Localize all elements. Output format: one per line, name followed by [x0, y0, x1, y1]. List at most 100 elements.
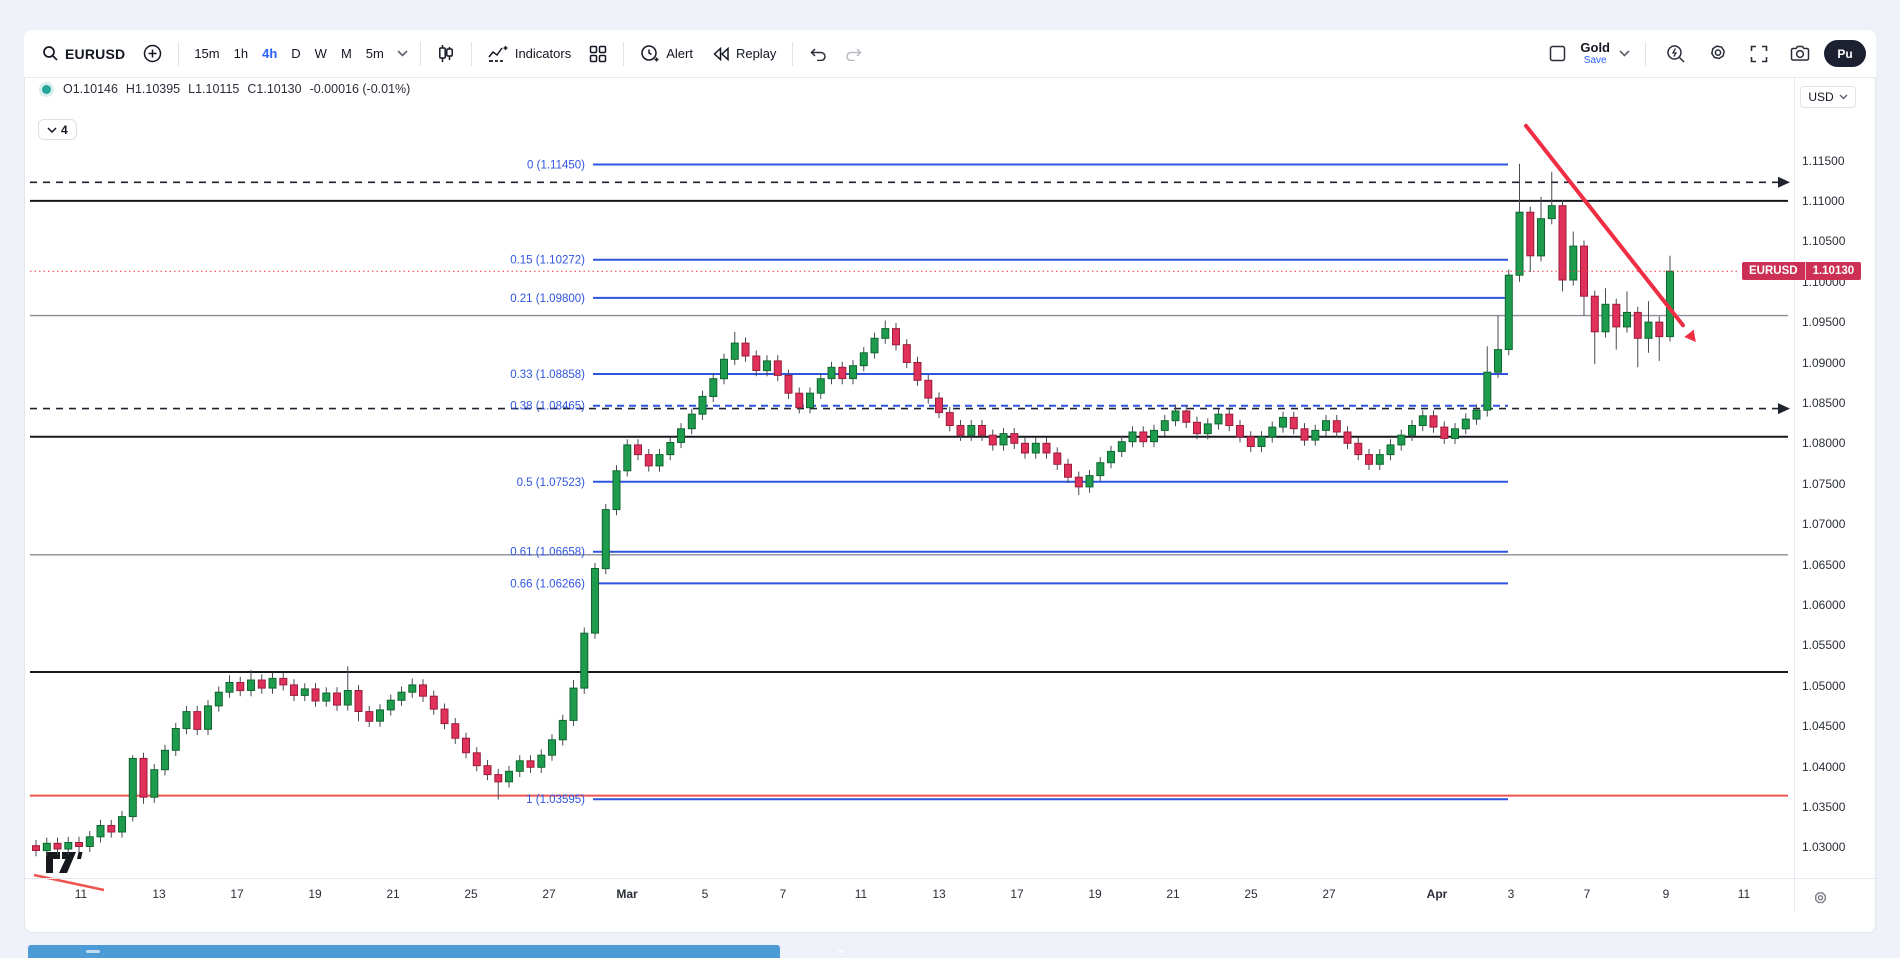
price-label-value: 1.10130: [1804, 262, 1862, 281]
layout-name-label: Gold: [1580, 40, 1610, 55]
time-axis-label: Apr: [1426, 887, 1448, 901]
time-axis-label: 11: [854, 887, 868, 901]
fullscreen-brackets-icon: [1750, 45, 1768, 63]
layout-save-label[interactable]: Save: [1583, 55, 1607, 66]
legend-low: L1.10115: [188, 82, 240, 96]
price-axis-separator: [1794, 78, 1795, 912]
object-tree-badge[interactable]: 4: [38, 119, 77, 140]
snapshot-camera-button[interactable]: [1782, 40, 1818, 67]
time-axis-label: 19: [308, 887, 322, 901]
multichart-select-button[interactable]: [1541, 40, 1574, 67]
redo-button[interactable]: [837, 42, 871, 66]
quick-search-button[interactable]: [1658, 39, 1694, 69]
time-axis-label: 9: [1662, 887, 1670, 901]
time-axis-label: 13: [152, 887, 166, 901]
price-axis-label: 1.03500: [1802, 799, 1846, 814]
undo-button[interactable]: [801, 42, 835, 66]
symbol-search-button[interactable]: EURUSD: [34, 40, 133, 67]
price-axis-label: 1.07000: [1802, 517, 1846, 532]
time-axis-label: 27: [542, 887, 556, 901]
ohlc-legend[interactable]: O1.10146 H1.10395 L1.10115 C1.10130 -0.0…: [42, 82, 410, 96]
legend-change: -0.00016 (-0.01%): [309, 82, 411, 96]
toolbar-separator: [178, 41, 180, 66]
chart-widget-card: [24, 30, 1876, 933]
price-axis-label: 1.04500: [1802, 719, 1846, 734]
time-axis-label: 25: [1244, 887, 1258, 901]
time-axis-label: 7: [1583, 887, 1591, 901]
time-axis-label: 19: [1088, 887, 1102, 901]
time-axis-separator: [25, 878, 1875, 879]
chevron-down-icon: [47, 126, 57, 133]
timeframe-D[interactable]: D: [291, 46, 301, 61]
camera-icon: [1790, 45, 1810, 62]
gear-icon: [1708, 44, 1728, 64]
toolbar-left-group: EURUSD 15m 1h 4h D W M 5m Indicators: [34, 39, 871, 69]
layout-name-button[interactable]: Gold Save: [1580, 41, 1610, 66]
timeframe-M[interactable]: M: [340, 46, 352, 61]
symbol-name: EURUSD: [65, 45, 126, 62]
replay-button[interactable]: Replay: [703, 41, 784, 66]
indicator-templates-button[interactable]: [581, 40, 615, 68]
price-axis-label: 1.11000: [1802, 193, 1845, 208]
chevron-down-icon: [397, 50, 408, 57]
time-axis-label: 13: [932, 887, 946, 901]
price-label-symbol: EURUSD: [1749, 265, 1798, 278]
replay-rewind-icon: [711, 46, 730, 61]
chart-settings-button[interactable]: [1700, 39, 1736, 69]
layout-menu-button[interactable]: [1616, 45, 1633, 62]
chart-style-button[interactable]: [429, 39, 463, 69]
timeframe-5m[interactable]: 5m: [365, 46, 384, 61]
search-icon: [42, 45, 59, 62]
price-axis-label: 1.06500: [1802, 557, 1846, 572]
timeframe-15m[interactable]: 15m: [194, 46, 220, 61]
time-axis-label: 5: [701, 887, 709, 901]
indicators-button[interactable]: Indicators: [480, 40, 579, 68]
timeframe-1h[interactable]: 1h: [233, 46, 249, 61]
chart-toolbar: EURUSD 15m 1h 4h D W M 5m Indicators: [24, 30, 1876, 78]
redo-icon: [845, 47, 863, 61]
timeframe-menu-button[interactable]: [393, 45, 412, 62]
time-axis-label: 27: [1322, 887, 1336, 901]
price-axis-label: 1.08000: [1802, 436, 1846, 451]
grid-layout-icon: [589, 45, 607, 63]
time-axis-label: 3: [1507, 887, 1515, 901]
object-count: 4: [61, 122, 68, 137]
alert-label: Alert: [666, 46, 693, 61]
price-axis-label: 1.04000: [1802, 759, 1846, 774]
currency-selector[interactable]: USD: [1800, 86, 1856, 108]
price-axis-label: 1.05000: [1802, 678, 1846, 693]
status-dot-icon: [42, 84, 51, 94]
fullscreen-button[interactable]: [1742, 40, 1776, 68]
toolbar-separator: [792, 41, 794, 66]
time-axis-label: 11: [74, 887, 88, 901]
time-axis-settings-gear-icon[interactable]: [1812, 890, 1829, 912]
time-axis-label: 17: [1010, 887, 1024, 901]
user-avatar[interactable]: Pu: [1824, 40, 1866, 67]
undo-icon: [809, 47, 827, 61]
price-axis-label: 1.05500: [1802, 638, 1846, 653]
search-flash-icon: [1666, 44, 1686, 64]
timeframe-4h[interactable]: 4h: [262, 46, 278, 61]
plus-circle-icon: [143, 44, 162, 63]
next-widget-header-bar[interactable]: [28, 945, 844, 958]
replay-label: Replay: [735, 46, 777, 61]
time-axis-label: 25: [464, 887, 478, 901]
legend-close: C1.10130: [247, 82, 302, 96]
decorative-mark: [838, 950, 844, 953]
time-axis-label: 21: [386, 887, 400, 901]
legend-high: H1.10395: [125, 82, 181, 96]
toolbar-separator: [623, 41, 625, 66]
time-axis-label: Mar: [616, 887, 638, 901]
time-axis-label: 11: [1737, 887, 1751, 901]
timeframe-W[interactable]: W: [314, 46, 327, 61]
time-axis-label: 17: [230, 887, 244, 901]
toolbar-separator: [419, 41, 421, 66]
price-axis-label: 1.10500: [1802, 234, 1846, 249]
alert-button[interactable]: Alert: [632, 39, 701, 69]
legend-open: O1.10146: [63, 82, 118, 96]
time-axis-label: 7: [779, 887, 787, 901]
compare-add-symbol-button[interactable]: [135, 39, 170, 68]
currency-label: USD: [1808, 90, 1834, 104]
price-axis-label: 1.07500: [1802, 476, 1846, 491]
